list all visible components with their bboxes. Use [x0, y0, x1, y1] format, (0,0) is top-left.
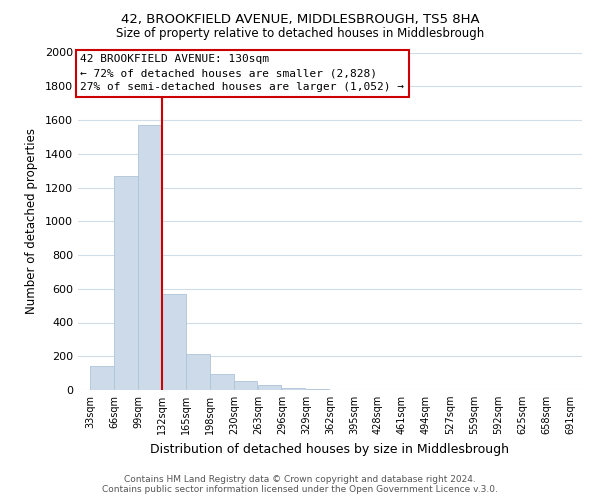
Bar	[114, 176, 138, 390]
Bar	[305, 389, 329, 390]
Text: 42 BROOKFIELD AVENUE: 130sqm
← 72% of detached houses are smaller (2,828)
27% of: 42 BROOKFIELD AVENUE: 130sqm ← 72% of de…	[80, 54, 404, 92]
Text: Contains HM Land Registry data © Crown copyright and database right 2024.
Contai: Contains HM Land Registry data © Crown c…	[102, 474, 498, 494]
Bar	[233, 380, 257, 390]
X-axis label: Distribution of detached houses by size in Middlesbrough: Distribution of detached houses by size …	[151, 442, 509, 456]
Bar	[210, 374, 234, 390]
Text: 42, BROOKFIELD AVENUE, MIDDLESBROUGH, TS5 8HA: 42, BROOKFIELD AVENUE, MIDDLESBROUGH, TS…	[121, 12, 479, 26]
Bar	[186, 354, 210, 390]
Text: Size of property relative to detached houses in Middlesbrough: Size of property relative to detached ho…	[116, 28, 484, 40]
Bar	[138, 125, 162, 390]
Bar	[162, 294, 186, 390]
Bar	[90, 366, 114, 390]
Bar	[257, 385, 281, 390]
Y-axis label: Number of detached properties: Number of detached properties	[25, 128, 38, 314]
Bar	[281, 388, 305, 390]
